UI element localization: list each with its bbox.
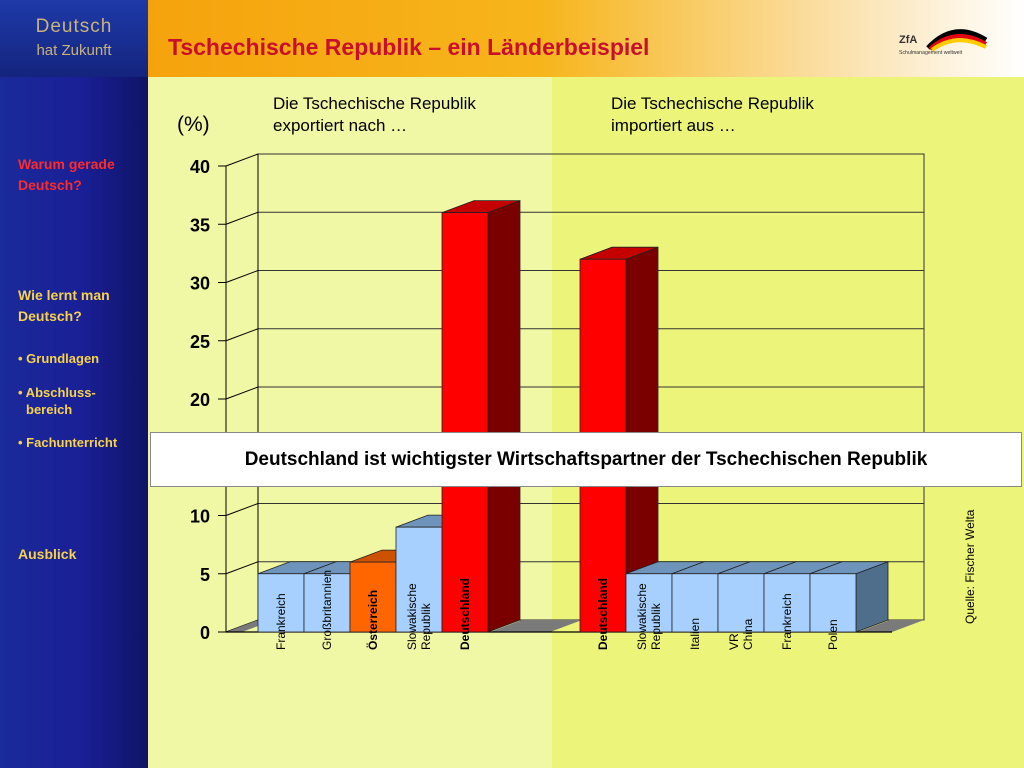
x-tick-label: Deutschland <box>596 578 610 650</box>
logo-line-1: Deutsch <box>35 16 113 37</box>
nav-label-line: Wie lernt man <box>18 287 110 303</box>
x-tick-label: SlowakischeRepublik <box>635 583 663 650</box>
bar <box>671 573 719 633</box>
nav-wie-lernt-man-deutsch[interactable]: Wie lernt man Deutsch? <box>18 285 110 327</box>
bar <box>349 561 397 633</box>
logo-line-2: hat Zukunft <box>36 42 112 59</box>
source-note: Quelle: Fischer Welta <box>963 509 977 625</box>
gridline-side <box>225 211 259 225</box>
bar <box>625 573 673 633</box>
x-tick-label: VRChina <box>727 618 755 650</box>
nav-label-line: Warum gerade <box>18 156 115 172</box>
bar <box>763 573 811 633</box>
nav-grundlagen[interactable]: • Grundlagen <box>18 351 100 366</box>
x-tick-label: Italien <box>688 618 702 650</box>
bar-side <box>487 200 521 633</box>
y-tick-label: 0 <box>200 623 210 643</box>
x-tick-label: Österreich <box>365 590 380 650</box>
nav-label-line: bereich <box>26 402 73 417</box>
bar <box>717 573 765 633</box>
x-tick-label: Großbritannien <box>320 570 334 650</box>
chart-floor <box>490 620 582 632</box>
y-tick-label: 30 <box>190 274 210 294</box>
zfa-logo-subtext: Schulmanagement weltweit <box>899 50 963 56</box>
zfa-logo-text: ZfA <box>899 34 917 46</box>
gridline-side <box>225 503 259 516</box>
nav-fachunterricht[interactable]: • Fachunterricht <box>18 435 118 450</box>
gridline-side <box>225 561 259 575</box>
deutsch-hat-zukunft-logo[interactable]: Deutsch hat Zukunft <box>0 0 148 77</box>
y-tick-label: 5 <box>200 565 210 585</box>
sidebar: Deutsch hat Zukunft Warum gerade Deutsch… <box>0 0 148 768</box>
chart-floor <box>858 620 924 632</box>
gridline-side <box>225 270 259 283</box>
x-tick-label: Deutschland <box>458 578 472 650</box>
callout-banner: Deutschland ist wichtigster Wirtschaftsp… <box>150 432 1022 487</box>
nav-label-line: Deutsch? <box>18 308 82 324</box>
gridline-side <box>225 386 259 400</box>
bar <box>257 573 305 633</box>
y-tick-label: 35 <box>190 215 210 235</box>
y-tick-label: 25 <box>190 332 210 352</box>
x-tick-label: Polen <box>826 619 840 650</box>
header: Tschechische Republik – ein Länderbeispi… <box>148 0 1024 77</box>
export-heading: Die Tschechische Republik exportiert nac… <box>273 94 476 135</box>
nav-label-line: Deutsch? <box>18 177 82 193</box>
x-tick-label: SlowakischeRepublik <box>405 583 433 650</box>
y-tick-label: 20 <box>190 390 210 410</box>
import-heading: Die Tschechische Republik importiert aus… <box>611 94 814 135</box>
page-title: Tschechische Republik – ein Länderbeispi… <box>168 34 650 60</box>
y-tick-label: 10 <box>190 507 210 527</box>
zfa-logo: ZfA Schulmanagement weltweit <box>899 29 988 56</box>
bar <box>441 212 489 633</box>
nav-ausblick[interactable]: Ausblick <box>18 546 77 562</box>
x-tick-label: Frankreich <box>274 593 288 650</box>
nav-abschlussbereich[interactable]: • Abschluss- bereich <box>18 384 96 418</box>
y-tick-label: 40 <box>190 157 210 177</box>
bar <box>303 573 351 633</box>
unit-label: (%) <box>177 113 210 136</box>
nav-label-line: • Abschluss- <box>18 385 96 400</box>
x-tick-label: Frankreich <box>780 593 794 650</box>
gridline-side <box>225 153 259 167</box>
bar <box>809 573 857 633</box>
gridline-side <box>225 328 259 342</box>
nav-warum-gerade-deutsch[interactable]: Warum gerade Deutsch? <box>18 154 115 196</box>
